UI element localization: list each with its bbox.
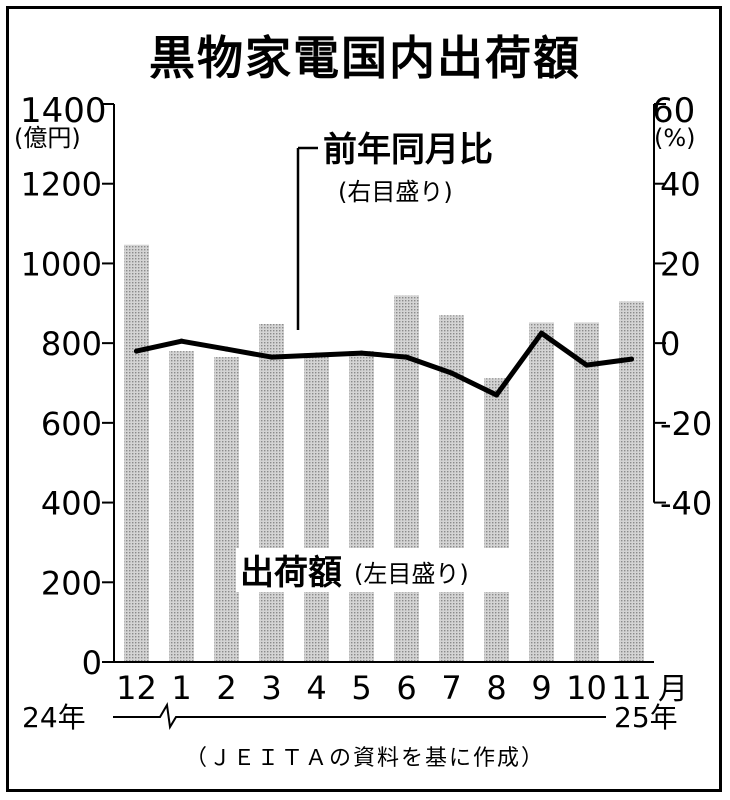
x-tick-label: 7: [441, 669, 461, 707]
bar: [439, 315, 464, 662]
line-point: [539, 330, 544, 336]
line-point: [224, 346, 229, 352]
x-tick-label: 5: [351, 669, 371, 707]
x-tick-label: 11: [611, 669, 652, 707]
year-start-label: 24年: [22, 701, 86, 734]
left-tick-label: 1200: [21, 166, 102, 204]
left-tick-label: 200: [41, 564, 102, 602]
bar-label-background: [236, 548, 519, 592]
bar: [304, 353, 329, 662]
month-suffix: 月: [658, 672, 688, 707]
right-tick-label: 40: [660, 166, 701, 204]
bar: [124, 244, 149, 662]
left-axis-unit-value: 1400: [20, 91, 107, 131]
bar: [349, 351, 374, 662]
line-point: [494, 392, 499, 398]
source-note: （ＪＥＩＴＡの資料を基に作成）: [184, 746, 545, 771]
bar: [259, 324, 284, 662]
line-point: [584, 362, 589, 368]
x-tick-label: 2: [216, 669, 236, 707]
line-point: [404, 354, 409, 360]
line-series: [134, 330, 634, 398]
right-tick-label: 0: [660, 325, 680, 363]
year-divider-line: [113, 701, 606, 730]
x-tick-label: 8: [486, 669, 506, 707]
bar-series-label: 出荷額: [240, 553, 342, 593]
x-tick-label: 4: [306, 669, 326, 707]
bar: [529, 322, 554, 662]
right-tick-label: 20: [660, 245, 701, 283]
bar-series-label-sub: (左目盛り): [354, 560, 469, 588]
left-tick-label: 600: [41, 405, 102, 443]
yoy-line: [134, 330, 634, 398]
left-axis-unit: (億円): [14, 124, 81, 152]
line-point: [314, 352, 319, 358]
x-tick-label: 10: [566, 669, 607, 707]
bar: [214, 357, 239, 662]
x-tick-label: 12: [116, 669, 157, 707]
line-series-label-sub: (右目盛り): [338, 178, 453, 206]
bar: [394, 295, 419, 662]
right-tick-label: -40: [660, 485, 712, 523]
line-point: [269, 354, 274, 360]
line-point: [134, 348, 139, 354]
right-axis-unit: (%): [654, 124, 696, 152]
line-series-label: 前年同月比: [323, 130, 493, 170]
left-tick-label: 400: [41, 485, 102, 523]
line-point: [629, 356, 634, 362]
left-tick-label: 800: [41, 325, 102, 363]
x-tick-label: 9: [531, 669, 551, 707]
line-point: [359, 350, 364, 356]
left-tick-label: 0: [82, 644, 102, 682]
annotations: 1400 (億円) 60 (%) 前年同月比 (右目盛り) 出荷額 (左目盛り)…: [14, 91, 696, 734]
left-tick-label: 1000: [21, 245, 102, 283]
bar: [574, 322, 599, 662]
year-end-label: 25年: [614, 701, 678, 734]
bar: [169, 351, 194, 662]
line-point: [179, 338, 184, 344]
x-tick-label: 3: [261, 669, 281, 707]
right-axis-unit-value: 60: [652, 91, 695, 131]
bar: [484, 378, 509, 662]
right-tick-label: -20: [660, 405, 712, 443]
x-tick-label: 1: [171, 669, 191, 707]
chart-title: 黒物家電国内出荷額: [149, 31, 581, 85]
bar-series: [124, 244, 644, 662]
x-tick-label: 6: [396, 669, 416, 707]
bar: [619, 301, 644, 662]
line-point: [449, 370, 454, 376]
